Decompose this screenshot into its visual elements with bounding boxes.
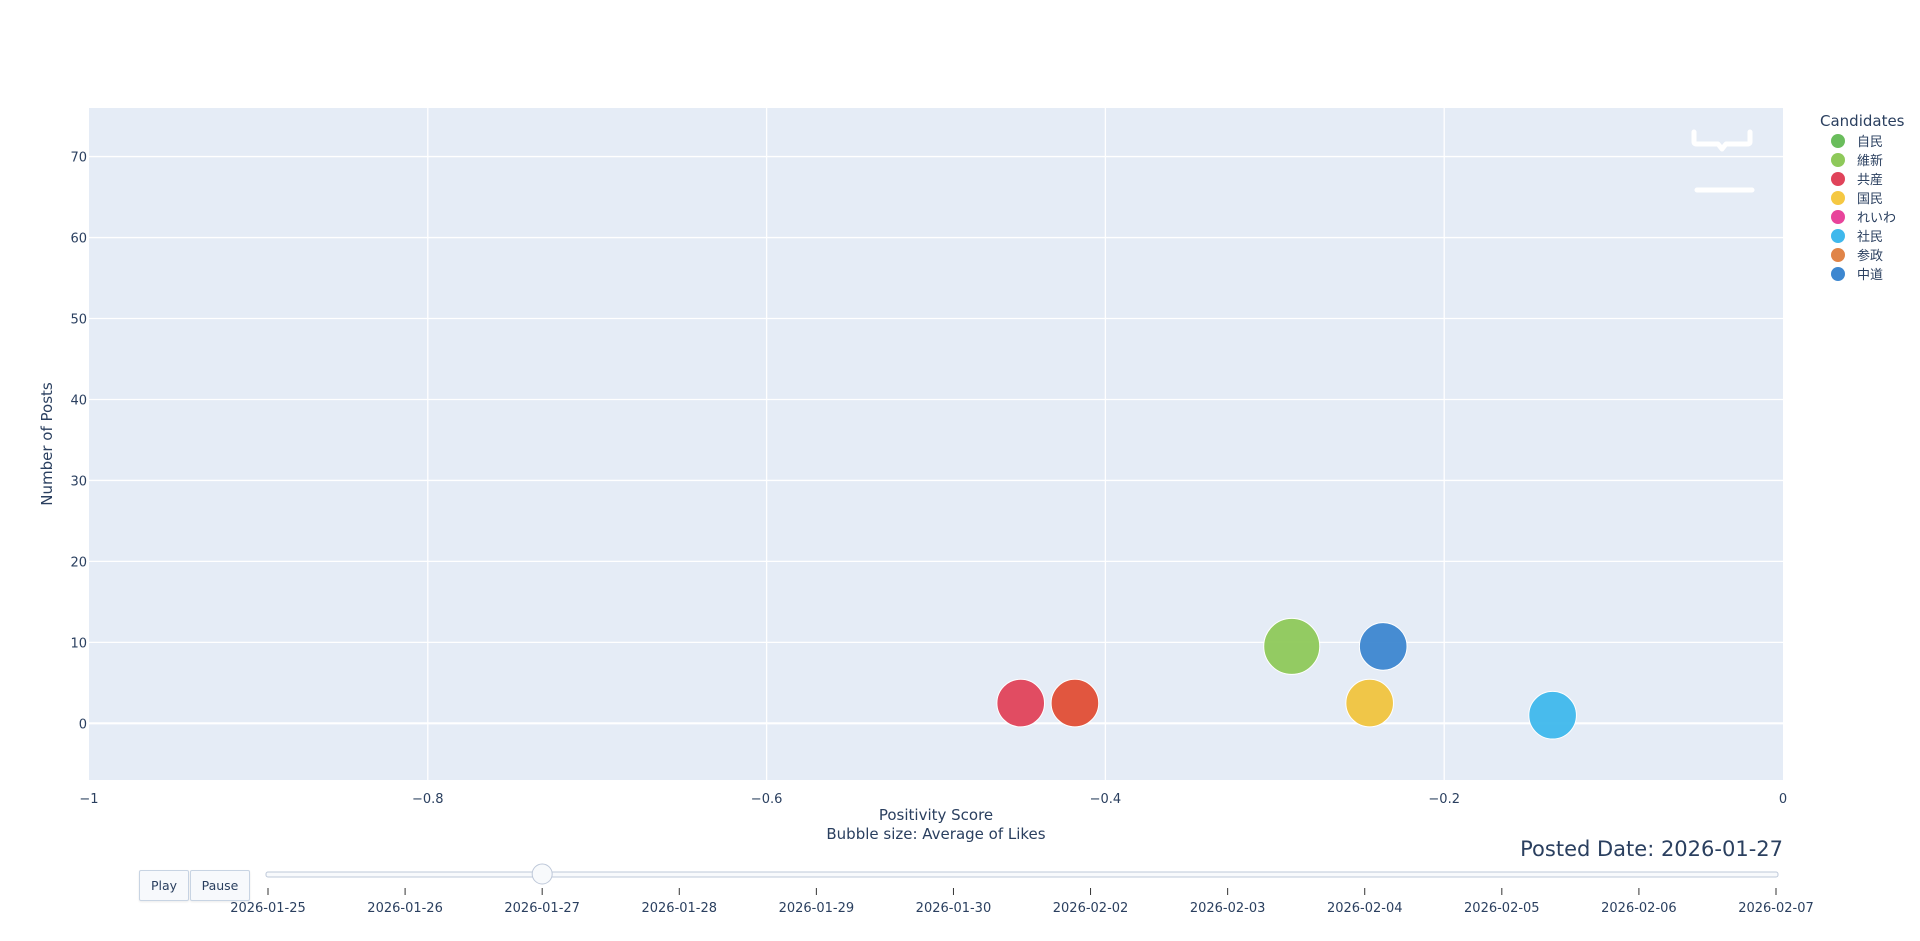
pause-button[interactable]: Pause [190,870,250,901]
legend-marker[interactable] [1831,134,1845,148]
legend-item-label[interactable]: 国民 [1857,192,1883,207]
slider-ticks: 2026-01-25 2026-01-26 2026-01-27 2026-01-28… [230,888,1814,916]
bubble-point[interactable] [1050,678,1100,728]
slider-tick-label[interactable]: 2026-02-07 [1738,901,1814,916]
bubbles [996,617,1577,740]
slider-tick-label[interactable]: 2026-02-06 [1601,901,1677,916]
bubble-point[interactable] [1528,690,1577,740]
play-button[interactable]: Play [139,870,189,901]
bubble-point[interactable] [1345,678,1394,728]
y-axis-title: Number of Posts [38,382,56,506]
legend-marker[interactable] [1831,248,1845,262]
slider-tick-label[interactable]: 2026-02-05 [1464,901,1540,916]
modebar [1691,129,1755,193]
y-tick-label: 0 [79,717,87,732]
slider-tick-label[interactable]: 2026-02-03 [1190,901,1266,916]
y-tick-label: 50 [70,313,87,328]
date-slider[interactable]: 2026-01-25 2026-01-26 2026-01-27 2026-01-28… [230,863,1814,916]
legend-item-label[interactable]: 参政 [1857,248,1883,264]
legend-item-label[interactable]: 社民 [1857,229,1883,245]
legend-marker[interactable] [1831,172,1845,186]
legend-marker[interactable] [1831,267,1845,281]
x-axis-title: Positivity Score [879,806,993,824]
bubble-point[interactable] [996,678,1046,728]
x-tick-label: −0.2 [1428,792,1460,807]
current-frame-label: Posted Date: 2026-01-27 [1520,837,1783,861]
y-tick-label: 20 [70,555,87,570]
legend-marker[interactable] [1831,229,1845,243]
y-tick-label: 30 [70,474,87,489]
y-tick-label: 70 [70,151,87,166]
x-tick-label: −1 [79,792,98,807]
x-tick-label: −0.6 [751,792,783,807]
y-tick-label: 10 [70,636,87,651]
slider-tick-label[interactable]: 2026-02-02 [1053,901,1129,916]
x-axis-note: Bubble size: Average of Likes [826,825,1045,843]
legend-marker[interactable] [1831,210,1845,224]
slider-tick-label[interactable]: 2026-02-04 [1327,901,1403,916]
bubble-point[interactable] [1358,622,1408,671]
legend-item-label[interactable]: れいわ [1857,211,1896,226]
expand-icon[interactable] [1691,129,1753,152]
x-axis-ticks: −1 −0.8 −0.6 −0.4 −0.2 0 [79,792,1787,807]
slider-tick-label[interactable]: 2026-01-27 [504,901,580,916]
plot-area [89,108,1783,780]
bubble-point[interactable] [1263,617,1321,675]
legend-marker[interactable] [1831,153,1845,167]
legend-item-label[interactable]: 維新 [1857,153,1883,169]
y-axis-ticks: 0 10 20 30 40 50 60 70 [70,151,87,733]
slider-tick-label[interactable]: 2026-01-28 [641,901,717,916]
slider-tick-label[interactable]: 2026-01-29 [779,901,855,916]
y-tick-label: 40 [70,393,87,408]
slider-tick-label[interactable]: 2026-01-26 [367,901,443,916]
slider-rail[interactable] [265,871,1779,878]
slider-tick-label[interactable]: 2026-01-30 [916,901,992,916]
x-tick-label: −0.8 [412,792,444,807]
legend-item-label[interactable]: 中道 [1857,268,1883,283]
legend-marker[interactable] [1831,191,1845,205]
slider-handle[interactable] [531,863,553,885]
x-tick-label: −0.4 [1090,792,1122,807]
legend-item-label[interactable]: 共産 [1857,172,1883,188]
slider-tick-label[interactable]: 2026-01-25 [230,901,306,916]
x-tick-label: 0 [1779,792,1787,807]
legend-item-label[interactable]: 自民 [1857,135,1883,150]
legend-title: Candidates [1820,112,1905,130]
grid-lines [89,108,1783,780]
y-tick-label: 60 [70,232,87,247]
